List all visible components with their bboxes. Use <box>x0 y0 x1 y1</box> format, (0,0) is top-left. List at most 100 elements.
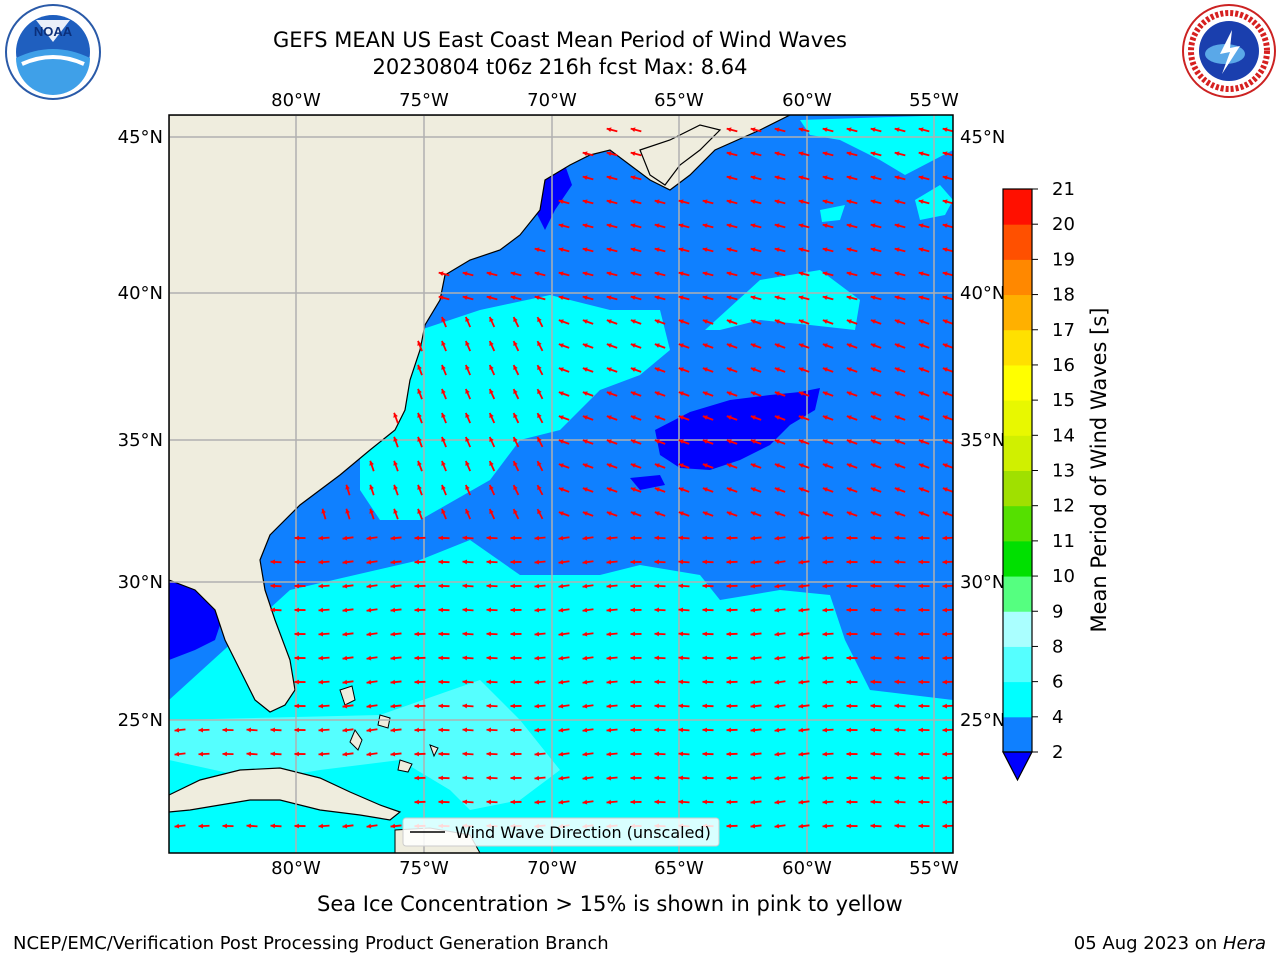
wind-arrow <box>846 343 858 349</box>
wind-arrow <box>558 607 570 613</box>
wind-arrow <box>414 703 426 709</box>
nws-logo <box>1182 4 1276 98</box>
wind-arrow <box>870 631 882 637</box>
wind-arrow <box>558 391 570 397</box>
wind-arrow <box>654 223 666 229</box>
wind-arrow <box>726 247 738 253</box>
wind-arrow <box>894 247 906 253</box>
wind-arrow <box>774 127 786 133</box>
wind-arrow <box>390 751 402 757</box>
wind-arrow <box>486 703 498 709</box>
wind-arrow <box>846 775 858 781</box>
wind-arrow <box>918 463 930 469</box>
wind-arrow <box>894 727 906 733</box>
wind-arrow <box>798 559 810 565</box>
wind-arrow <box>750 703 762 709</box>
wind-arrow <box>798 679 810 685</box>
wind-arrow <box>870 511 882 517</box>
wind-arrow <box>870 583 882 589</box>
lon-tick-top: 60°W <box>782 90 832 111</box>
wind-arrow <box>486 655 498 661</box>
wind-arrow <box>630 247 642 253</box>
wind-arrow <box>582 751 594 757</box>
wind-arrow <box>318 727 330 733</box>
colorbar-tick: 21 <box>1052 179 1075 200</box>
wind-arrow <box>417 436 423 448</box>
wind-arrow <box>918 679 930 685</box>
wind-arrow <box>870 751 882 757</box>
wind-arrow <box>366 631 378 637</box>
wind-arrow <box>870 679 882 685</box>
colorbar-segment <box>1003 716 1032 753</box>
colorbar-segment <box>1003 611 1032 647</box>
wind-arrow <box>774 247 786 253</box>
wind-arrow <box>582 463 594 469</box>
wind-arrow <box>558 367 570 373</box>
wind-arrow <box>774 151 786 157</box>
wind-arrow <box>750 343 762 349</box>
wind-arrow <box>438 559 450 565</box>
wind-arrow <box>366 607 378 613</box>
wind-arrow <box>366 679 378 685</box>
wind-arrow <box>702 415 714 421</box>
wind-arrow <box>942 583 953 589</box>
wind-arrow <box>798 631 810 637</box>
wind-arrow <box>558 559 570 565</box>
wind-arrow <box>846 583 858 589</box>
wind-arrow <box>390 679 402 685</box>
wind-arrow <box>654 703 666 709</box>
colorbar-tick: 13 <box>1052 461 1075 482</box>
wind-arrow <box>246 727 258 733</box>
wind-arrow <box>822 295 834 301</box>
colorbar-tick: 15 <box>1052 390 1075 411</box>
wind-arrow <box>750 247 762 253</box>
lat-tick-left: 45°N <box>118 127 163 148</box>
wind-arrow <box>488 412 496 424</box>
wind-arrow <box>870 535 882 541</box>
wind-arrow <box>750 391 762 397</box>
wind-arrow <box>774 631 786 637</box>
colorbar-segment <box>1003 646 1032 683</box>
wind-arrow <box>942 487 953 493</box>
wind-arrow <box>702 367 714 373</box>
wind-arrow <box>486 607 498 613</box>
wind-arrow <box>342 607 354 613</box>
colorbar-segment <box>1003 681 1032 718</box>
wind-arrow <box>366 823 378 829</box>
wind-arrow <box>486 751 498 757</box>
wind-arrow <box>390 655 402 661</box>
wind-arrow <box>726 655 738 661</box>
wind-arrow <box>630 343 642 349</box>
wind-arrow <box>510 679 522 685</box>
wind-arrow <box>654 655 666 661</box>
wind-arrow <box>822 151 834 157</box>
wind-arrow <box>486 799 498 805</box>
wind-arrow <box>510 607 522 613</box>
wind-arrow <box>918 583 930 589</box>
wind-arrow <box>822 823 834 829</box>
wind-arrow <box>750 487 762 493</box>
wind-arrow <box>654 319 666 325</box>
colorbar-tick: 9 <box>1052 601 1063 622</box>
wind-arrow <box>822 559 834 565</box>
wind-arrow <box>678 559 690 565</box>
wind-arrow <box>678 631 690 637</box>
wind-arrow <box>606 295 618 301</box>
wind-arrow <box>582 583 594 589</box>
wind-arrow <box>918 823 930 829</box>
wind-arrow <box>512 316 520 328</box>
wind-arrow <box>630 151 642 157</box>
wind-arrow <box>726 367 738 373</box>
wind-arrow <box>702 703 714 709</box>
wind-arrow <box>366 655 378 661</box>
wind-arrow <box>342 679 354 685</box>
wind-arrow <box>846 127 858 133</box>
wind-arrow <box>464 388 472 400</box>
wind-arrow <box>870 175 882 181</box>
colorbar-segment <box>1003 470 1032 507</box>
wind-arrow <box>942 223 953 229</box>
wind-arrow <box>726 175 738 181</box>
wind-arrow <box>582 343 594 349</box>
wind-arrow <box>342 727 354 733</box>
period-4-6-region-south <box>169 540 953 853</box>
